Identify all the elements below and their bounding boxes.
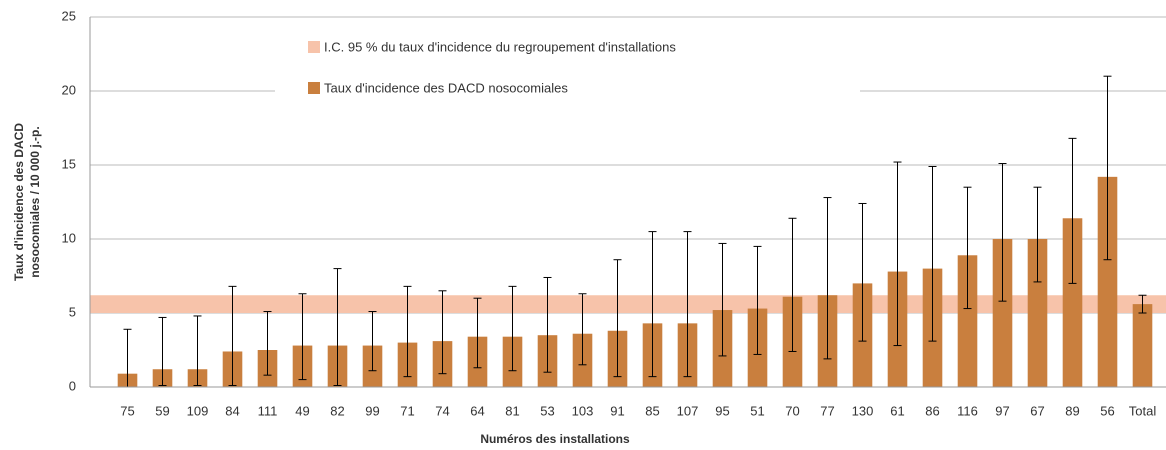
x-tick-label: 130 (852, 403, 874, 418)
error-bar (228, 285, 237, 387)
error-bar (613, 259, 622, 378)
error-bar (578, 293, 587, 366)
y-tick-label: 5 (69, 304, 76, 319)
x-tick-label: 77 (820, 403, 834, 418)
legend-label: I.C. 95 % du taux d'incidence du regroup… (324, 39, 676, 54)
x-tick-label: 103 (572, 403, 594, 418)
x-tick-label: 116 (957, 403, 978, 418)
legend-swatch (308, 41, 320, 53)
x-tick-label: 64 (470, 403, 484, 418)
y-axis-title: Taux d'incidence des DACD (12, 123, 26, 281)
error-bar (998, 163, 1007, 302)
error-bar (1033, 186, 1042, 283)
error-bar (858, 202, 867, 342)
error-bar (753, 245, 762, 355)
error-bar (1103, 75, 1112, 261)
error-bar (648, 231, 657, 378)
x-tick-label: 111 (258, 403, 278, 418)
y-tick-label: 15 (62, 156, 76, 171)
error-bar (683, 231, 692, 378)
x-tick-label: 84 (225, 403, 239, 418)
error-bar (193, 315, 202, 387)
x-tick-label: 61 (890, 403, 904, 418)
bar (1097, 176, 1118, 387)
error-bar (963, 186, 972, 310)
x-tick-label: 67 (1030, 403, 1044, 418)
error-bar (438, 290, 447, 375)
legend-label: Taux d'incidence des DACD nosocomiales (324, 80, 568, 95)
x-tick-label: 51 (750, 403, 764, 418)
bar (957, 255, 978, 387)
bar (1027, 239, 1048, 387)
error-bar (1068, 137, 1077, 284)
x-tick-label: 89 (1065, 403, 1079, 418)
x-tick-label: 70 (785, 403, 799, 418)
error-bar (508, 285, 517, 372)
error-bar (263, 311, 272, 376)
x-tick-label: 49 (295, 403, 309, 418)
x-tick-label: 81 (505, 403, 519, 418)
error-bar (543, 276, 552, 373)
bar (1132, 304, 1153, 387)
error-bar (718, 242, 727, 357)
x-tick-label: 75 (120, 403, 134, 418)
error-bar (298, 293, 307, 381)
y-tick-label: 10 (62, 230, 76, 245)
x-tick-label: 82 (330, 403, 344, 418)
bar (992, 239, 1013, 387)
y-tick-label: 25 (62, 8, 76, 23)
error-bar (928, 165, 937, 342)
x-tick-label: 109 (187, 403, 209, 418)
y-axis-title: nosocomiales / 10 000 j.-p. (28, 126, 42, 277)
error-bar (1138, 294, 1147, 314)
error-bar (333, 268, 342, 387)
x-tick-label: 85 (645, 403, 659, 418)
x-tick-label: 71 (400, 403, 414, 418)
x-tick-label: 97 (995, 403, 1009, 418)
x-tick-label: 91 (610, 403, 624, 418)
x-axis-title: Numéros des installations (480, 432, 630, 446)
error-bar (403, 285, 412, 378)
x-tick-label: 56 (1100, 403, 1114, 418)
error-bar (788, 217, 797, 352)
x-tick-label: 74 (435, 403, 449, 418)
x-tick-label: 59 (155, 403, 169, 418)
legend-box (275, 30, 860, 106)
x-tick-label: 53 (540, 403, 554, 418)
error-bar (368, 311, 377, 372)
error-bar (823, 197, 832, 360)
y-tick-label: 20 (62, 82, 76, 97)
bar (1062, 218, 1083, 387)
x-tick-label: 99 (365, 403, 379, 418)
error-bar (893, 161, 902, 347)
legend-swatch (308, 82, 320, 94)
error-bar (158, 316, 167, 387)
error-bar (473, 297, 482, 369)
y-tick-label: 0 (69, 378, 76, 393)
x-tick-label: 95 (715, 403, 729, 418)
x-tick-label: 107 (677, 403, 699, 418)
x-tick-label: Total (1129, 403, 1157, 418)
x-tick-label: 86 (925, 403, 939, 418)
